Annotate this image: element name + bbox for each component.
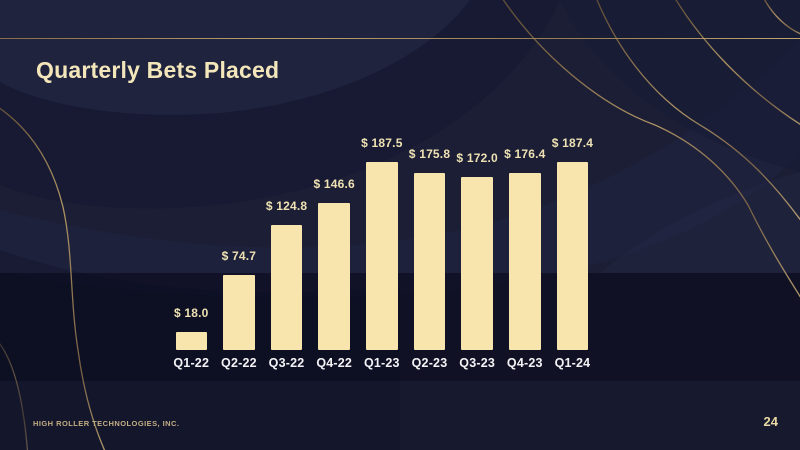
bar-value-label: $ 176.4 [504, 146, 546, 161]
bar-value-label: $ 124.8 [265, 198, 308, 213]
bar-category-label: Q2-22 [221, 356, 257, 370]
bar-value-label: $ 187.4 [551, 135, 594, 150]
bar-value-label: $ 172.0 [456, 151, 498, 166]
bar-category-label: Q1-22 [173, 356, 210, 370]
bar [318, 202, 350, 350]
bar-value-label: $ 146.6 [313, 176, 355, 191]
bar [556, 161, 589, 350]
bar [461, 177, 493, 350]
bar-value-label: $ 187.5 [361, 135, 403, 150]
bar-category-label: Q2-23 [411, 356, 448, 370]
bar-category-label: Q3-23 [459, 356, 496, 370]
slide-title: Quarterly Bets Placed [36, 57, 280, 83]
bar-category-label: Q3-22 [268, 356, 305, 370]
footer-company: HIGH ROLLER TECHNOLOGIES, INC. [33, 419, 180, 428]
bar [270, 224, 303, 350]
bar-category-label: Q1-24 [554, 356, 591, 370]
bar-value-label: $ 175.8 [408, 147, 451, 162]
bar-value-label: $ 18.0 [173, 305, 209, 320]
bar [223, 275, 255, 350]
bar [175, 331, 207, 350]
bar [413, 173, 446, 350]
bar [366, 161, 398, 350]
bar-category-label: Q1-23 [363, 356, 400, 370]
bar-category-label: Q4-23 [506, 356, 543, 370]
page-number: 24 [763, 414, 778, 429]
bar [509, 172, 541, 350]
header-rule [0, 38, 800, 39]
bar-category-label: Q4-22 [316, 356, 353, 370]
bar-value-label: $ 74.7 [221, 249, 257, 263]
